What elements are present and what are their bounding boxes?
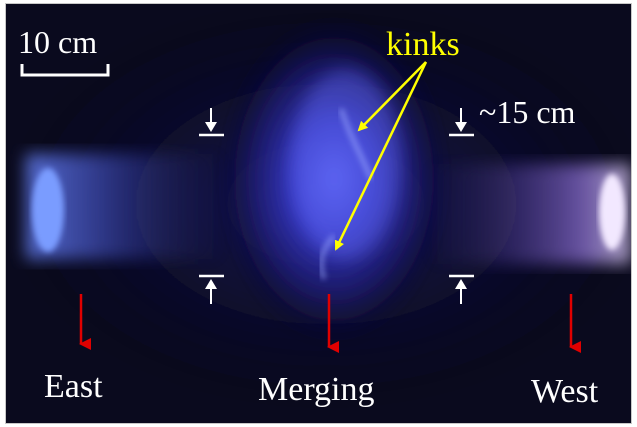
kinks-arrow-upper <box>357 61 427 132</box>
kink-filament-upper <box>338 108 374 180</box>
kinks-arrow-lower <box>334 61 428 251</box>
kink-filament-lower <box>318 234 336 280</box>
gap-size-label: ~15 cm <box>479 94 576 130</box>
gap-marker-upper-left <box>199 108 224 137</box>
west-label: West <box>531 373 599 410</box>
plasma-photo: 10 cm kinks ~15 cm East Merging West <box>5 3 632 424</box>
kinks-label: kinks <box>386 26 460 63</box>
gap-marker-upper-right <box>449 108 474 137</box>
scale-bar <box>20 64 110 77</box>
scale-bar-label: 10 cm <box>18 24 98 60</box>
west-plasma-jet <box>426 164 631 264</box>
east-label: East <box>44 368 103 405</box>
gap-marker-lower-right <box>449 274 474 304</box>
east-source <box>32 168 64 252</box>
merging-label: Merging <box>258 371 375 408</box>
west-source <box>599 174 625 250</box>
gap-marker-lower-left <box>199 274 224 304</box>
plasma-scene <box>6 4 631 414</box>
